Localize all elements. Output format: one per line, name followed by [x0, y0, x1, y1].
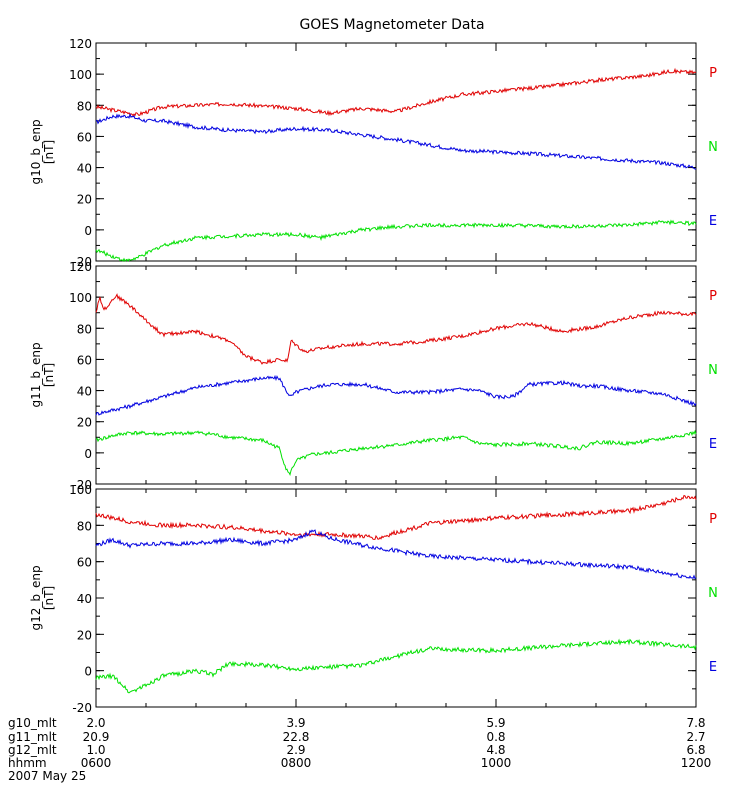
chart-title: GOES Magnetometer Data	[299, 17, 484, 33]
y-tick-label: 0	[84, 224, 92, 238]
footer-value: 22.8	[282, 730, 310, 744]
series-line-n	[95, 429, 697, 477]
y-tick-label: 100	[69, 68, 92, 82]
series-line-e	[95, 374, 697, 416]
footer-value: 5.9	[486, 716, 506, 730]
footer-value: 2.9	[286, 743, 306, 757]
footer-row-label: g10_mlt	[8, 716, 57, 730]
series-line-n	[95, 638, 697, 694]
y-tick-label: 80	[77, 99, 92, 113]
y-tick-label: 20	[77, 628, 92, 642]
panel-3: -20 0 20 40 60 80 100 g12_b_enp [nT] P N E	[29, 483, 718, 715]
panel-1: -20 0 20 40 60 80 100 120 g10_b_enp [nT] P N E	[29, 37, 718, 269]
y-tick-label: 60	[77, 130, 92, 144]
y-tick-label: 40	[77, 592, 92, 606]
footer-value: 1.0	[86, 743, 106, 757]
footer-row-label: g11_mlt	[8, 730, 57, 744]
series-tag-e: E	[709, 437, 717, 452]
footer-row-label: g12_mlt	[8, 743, 57, 757]
footer-row-g10-mlt: g10_mlt 2.0 3.9 5.9 7.8	[0, 717, 750, 730]
y-axis-label: g12_b_enp	[29, 565, 43, 630]
footer-row-label: hhmm	[8, 756, 47, 770]
series-line-e	[95, 529, 697, 580]
series-tag-e: E	[709, 214, 717, 229]
series-tag-n: N	[708, 140, 718, 155]
y-tick-label: 100	[69, 291, 92, 305]
series-tag-n: N	[708, 363, 718, 378]
y-tick-label: -20	[72, 255, 92, 269]
y-tick-label: 60	[77, 556, 92, 570]
footer-value: 1200	[680, 756, 712, 770]
footer-value: 20.9	[82, 730, 110, 744]
footer-value: 0800	[280, 756, 312, 770]
y-axis-label: g10_b_enp	[29, 119, 43, 184]
series-tag-p: P	[709, 512, 717, 527]
series-line-e	[95, 112, 697, 170]
footer-value: 2.0	[86, 716, 106, 730]
y-tick-label: 0	[84, 665, 92, 679]
y-tick-label: 0	[84, 447, 92, 461]
footer-value: 1000	[480, 756, 512, 770]
series-tag-n: N	[708, 586, 718, 601]
y-axis-unit: [nT]	[42, 140, 56, 164]
plot-frame	[95, 265, 697, 485]
footer-value: 4.8	[486, 743, 506, 757]
series-tag-p: P	[709, 66, 717, 81]
y-tick-label: 20	[77, 193, 92, 207]
footer-row-g12-mlt: g12_mlt 1.0 2.9 4.8 6.8	[0, 744, 750, 757]
series-tag-p: P	[709, 289, 717, 304]
y-axis-label: g11_b_enp	[29, 342, 43, 407]
footer-value: 6.8	[686, 743, 706, 757]
panel-2: -20 0 20 40 60 80 100 120 g11_b_enp [nT] P N E	[29, 260, 718, 492]
y-tick-label: 40	[77, 385, 92, 399]
series-line-p	[95, 494, 697, 540]
y-axis-unit: [nT]	[42, 586, 56, 610]
y-tick-label: 80	[77, 322, 92, 336]
footer-value: 3.9	[286, 716, 306, 730]
footer-row-date: 2007 May 25	[0, 770, 750, 783]
y-tick-label: 60	[77, 353, 92, 367]
y-axis-unit: [nT]	[42, 363, 56, 387]
footer-value: 2.7	[686, 730, 706, 744]
y-tick-label: 120	[69, 37, 92, 51]
y-tick-label: 120	[69, 260, 92, 274]
series-line-p	[95, 67, 697, 117]
footer-row-g11-mlt: g11_mlt 20.9 22.8 0.8 2.7	[0, 731, 750, 744]
date-label: 2007 May 25	[8, 769, 87, 783]
y-tick-label: 20	[77, 416, 92, 430]
footer-value: 7.8	[686, 716, 706, 730]
y-tick-label: 100	[69, 483, 92, 497]
y-tick-label: 80	[77, 519, 92, 533]
y-tick-label: -20	[72, 701, 92, 715]
y-tick-label: -20	[72, 478, 92, 492]
footer-row-hhmm: hhmm 0600 0800 1000 1200	[0, 757, 750, 770]
series-tag-e: E	[709, 660, 717, 675]
footer-value: 0.8	[486, 730, 506, 744]
plot-frame	[95, 488, 697, 708]
footer-value: 0600	[80, 756, 112, 770]
y-tick-label: 40	[77, 162, 92, 176]
series-line-p	[95, 293, 697, 365]
series-line-n	[95, 219, 697, 263]
